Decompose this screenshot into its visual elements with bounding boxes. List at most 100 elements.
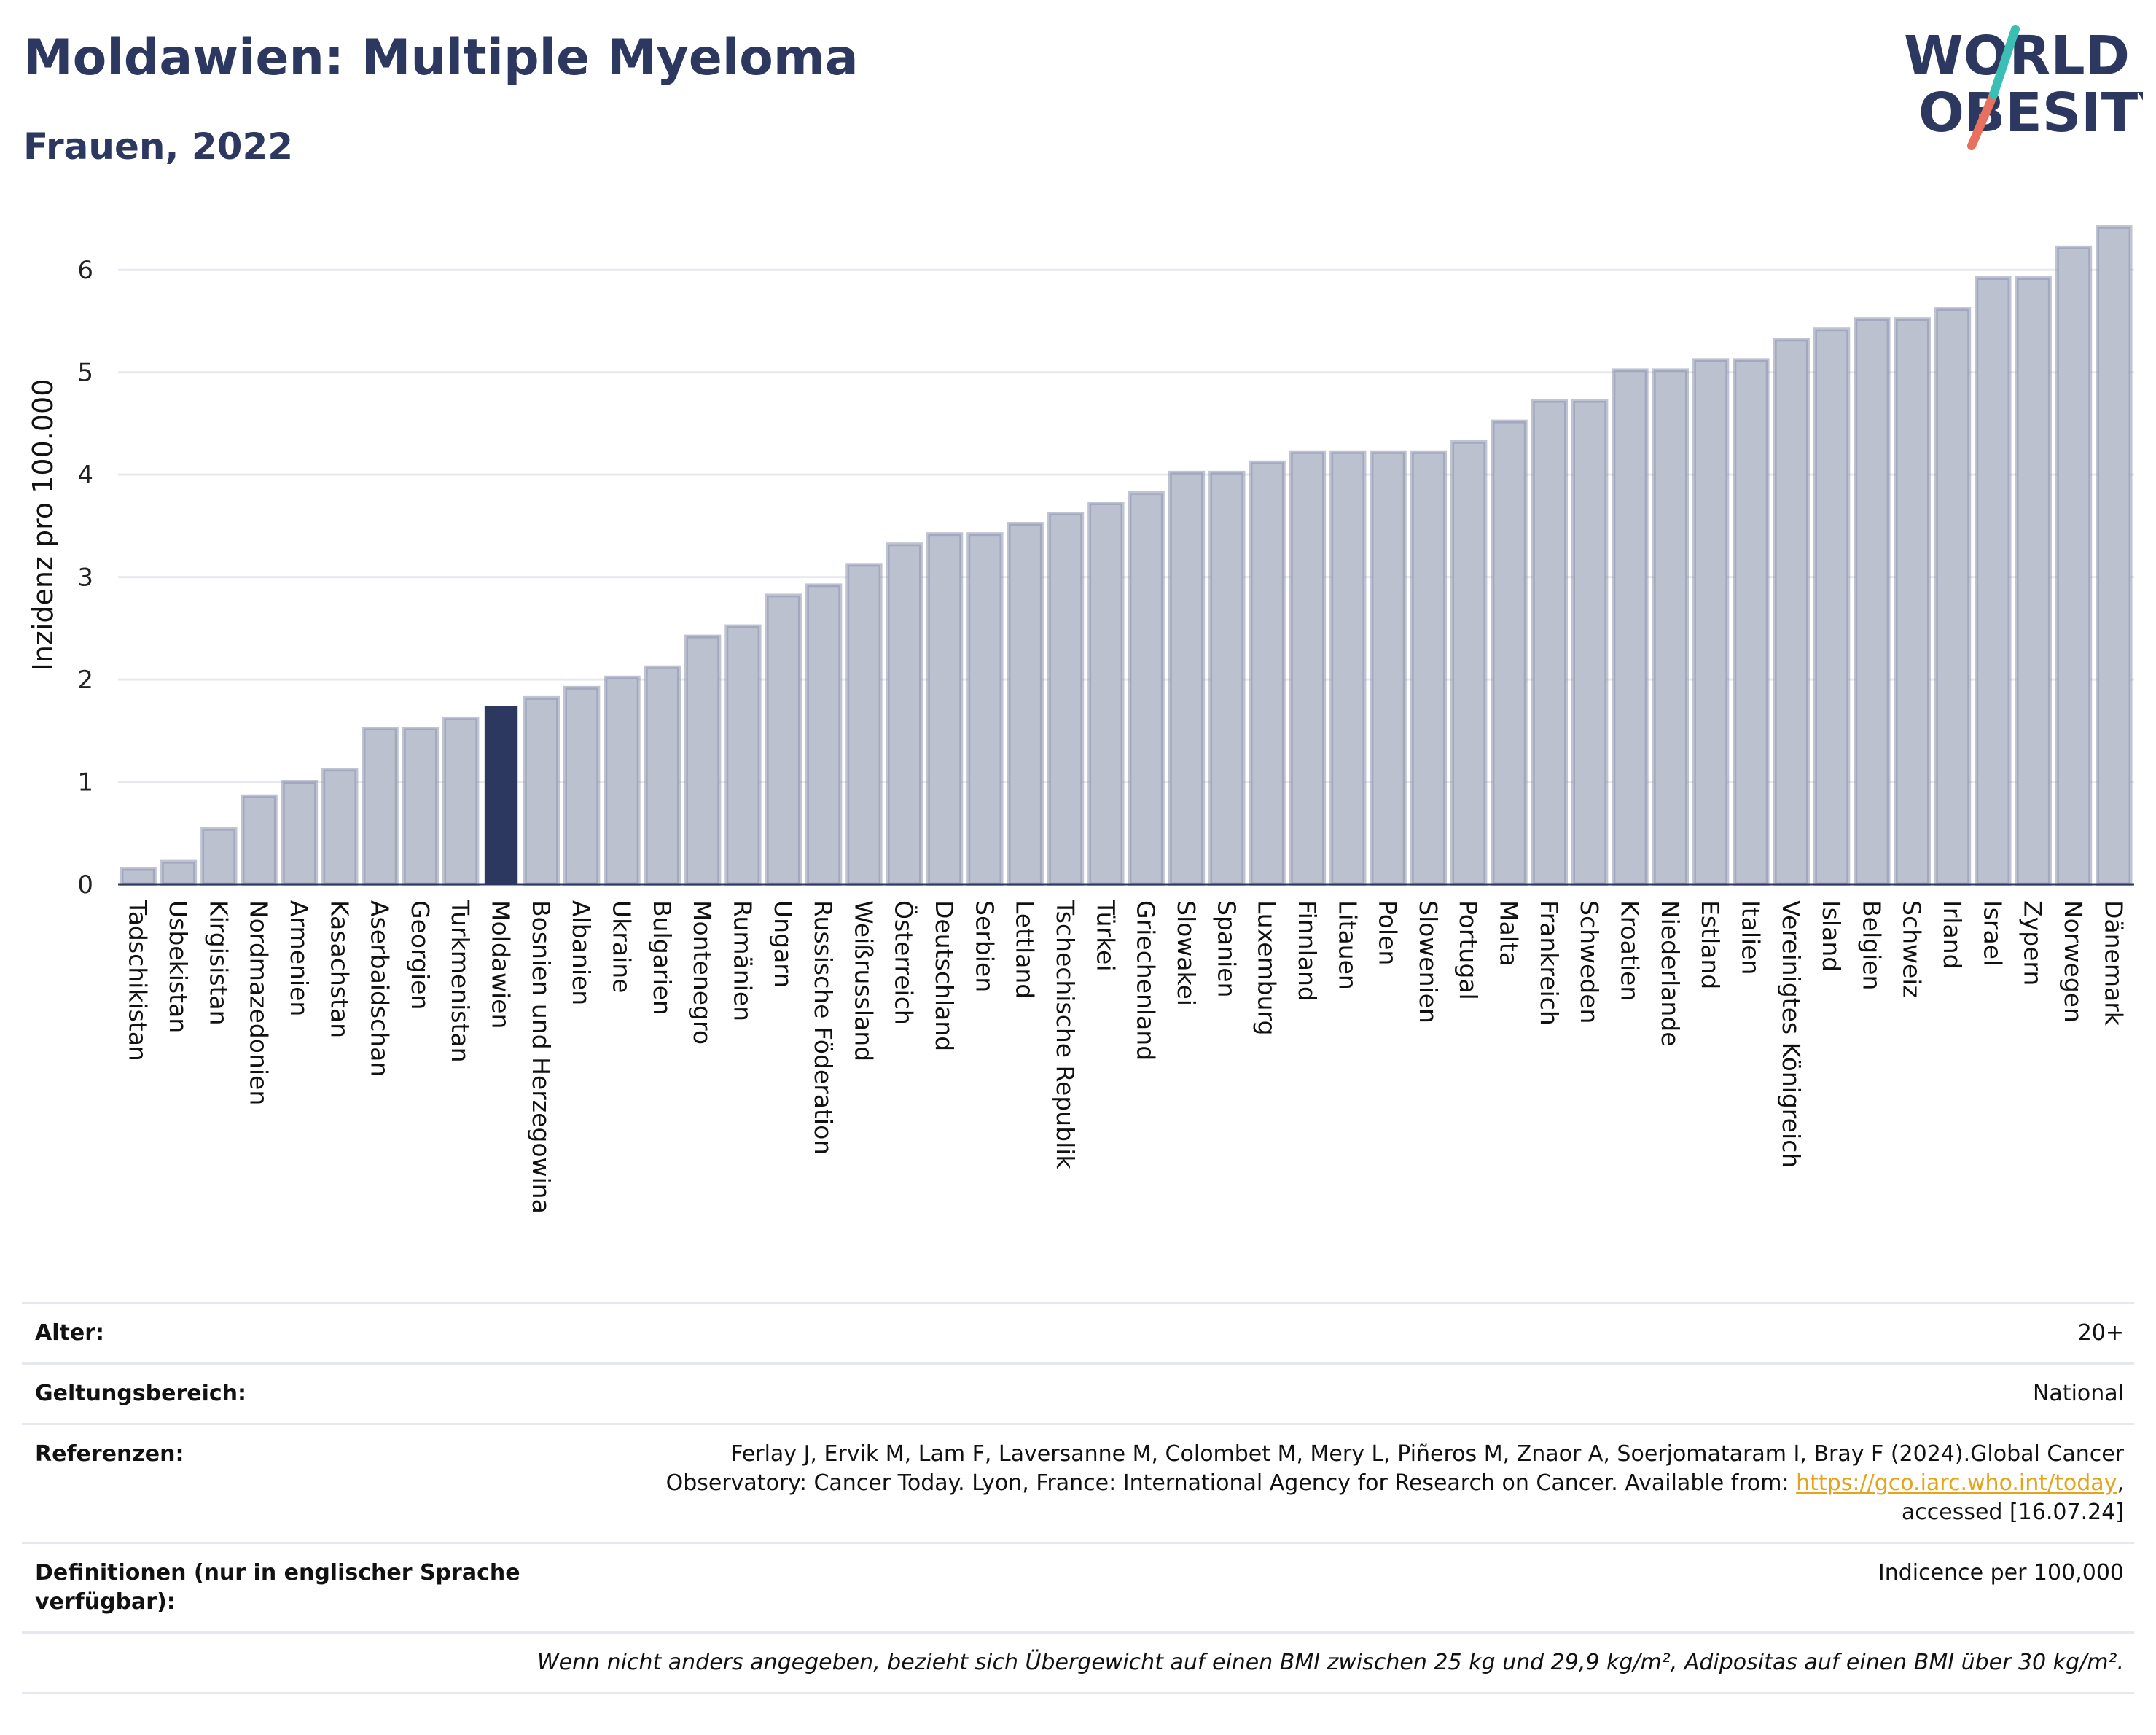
metadata-table: Alter: 20+ Geltungsbereich: National Ref… <box>22 1302 2134 1694</box>
meta-row-note: Wenn nicht anders angegeben, bezieht sic… <box>22 1631 2134 1694</box>
bar-italien <box>1733 358 1770 886</box>
bar-litauen <box>1329 450 1367 886</box>
bar-kasachstan <box>321 768 359 886</box>
y-tick-label: 3 <box>77 564 93 593</box>
x-tick-label: Portugal <box>1454 900 1483 1000</box>
x-tick-label: Kasachstan <box>325 900 354 1038</box>
y-tick-label: 4 <box>77 461 93 490</box>
references-text-3: , <box>2117 1470 2124 1496</box>
age-value: 20+ <box>2077 1320 2124 1346</box>
bar-bulgarien <box>644 665 681 886</box>
bar-aserbaidschan <box>362 726 399 886</box>
logo-slash-teal <box>1989 25 2020 99</box>
bar-serbien <box>966 532 1004 886</box>
bar-türkei <box>1087 501 1125 886</box>
references-link[interactable]: https://gco.iarc.who.int/today <box>1796 1470 2117 1496</box>
definitions-label: Definitionen (nur in englischer Sprache … <box>35 1560 520 1615</box>
bar-russische-föderation <box>805 583 843 886</box>
y-axis-ticks: 0 1 2 3 4 5 6 <box>77 256 93 900</box>
x-tick-label: Israel <box>1978 900 2007 966</box>
x-tick-label: Dänemark <box>2099 900 2128 1026</box>
meta-row-age: Alter: 20+ <box>22 1302 2134 1362</box>
bar-turkmenistan <box>442 716 480 886</box>
bar-armenien <box>281 780 319 886</box>
bars <box>118 225 2134 886</box>
references-text-4: accessed [16.07.24] <box>1901 1500 2124 1525</box>
logo-slash-coral <box>1967 90 1998 150</box>
x-tick-label: Schweiz <box>1898 900 1926 998</box>
bar-deutschland <box>926 532 964 886</box>
x-tick-label: Georgien <box>406 900 434 1010</box>
x-tick-label: Island <box>1817 900 1846 972</box>
x-tick-label: Albanien <box>567 900 595 1005</box>
bar-nordmazedonien <box>241 794 278 886</box>
x-tick-label: Moldawien <box>487 900 515 1029</box>
bar-portugal <box>1450 440 1488 886</box>
bar-slowenien <box>1410 450 1448 886</box>
bar-georgien <box>402 726 440 886</box>
x-tick-label: Weißrussland <box>849 900 878 1061</box>
bmi-note: Wenn nicht anders angegeben, bezieht sic… <box>536 1650 2124 1675</box>
bar-kroatien <box>1612 368 1649 886</box>
x-tick-label: Luxemburg <box>1253 900 1281 1035</box>
references-value: Ferlay J, Ervik M, Lam F, Laversanne M, … <box>545 1440 2124 1527</box>
y-tick-label: 0 <box>77 870 93 900</box>
x-tick-label: Tadschikistan <box>124 900 152 1061</box>
x-tick-label: Bulgarien <box>648 900 676 1015</box>
references-text-1: Ferlay J, Ervik M, Lam F, Laversanne M, … <box>730 1441 2124 1467</box>
x-tick-label: Kroatien <box>1616 900 1644 1001</box>
bar-usbekistan <box>160 859 198 886</box>
bar-griechenland <box>1128 491 1165 886</box>
bar-belgien <box>1854 317 1891 886</box>
bar-ukraine <box>604 675 641 886</box>
meta-row-scope: Geltungsbereich: National <box>22 1362 2134 1423</box>
bar-island <box>1813 327 1851 886</box>
x-tick-label: Griechenland <box>1132 900 1160 1061</box>
world-obesity-logo: WORLD OBESITY <box>1904 25 2143 150</box>
bar-spanien <box>1208 470 1246 886</box>
x-tick-label: Bosnien und Herzegowina <box>527 900 555 1214</box>
x-tick-label: Montenegro <box>688 900 716 1045</box>
bar-kirgisistan <box>200 827 238 886</box>
x-tick-label: Kirgisistan <box>204 900 233 1026</box>
bar-vereinigtes-königreich <box>1773 338 1810 886</box>
x-tick-label: Serbien <box>970 900 999 992</box>
bar-norwegen <box>2055 245 2093 886</box>
x-tick-label: Schweden <box>1575 900 1604 1024</box>
bar-tschechische-republik <box>1047 512 1085 886</box>
bar-montenegro <box>684 634 722 886</box>
bar-israel <box>1975 276 2012 886</box>
x-tick-label: Spanien <box>1212 900 1241 997</box>
y-tick-label: 5 <box>77 359 93 388</box>
x-tick-label: Slowenien <box>1414 900 1442 1024</box>
x-tick-label: Rumänien <box>728 900 757 1021</box>
bar-schweiz <box>1894 317 1931 886</box>
bar-moldawien <box>484 706 518 884</box>
meta-row-references: Referenzen: Ferlay J, Ervik M, Lam F, La… <box>22 1423 2134 1542</box>
y-tick-label: 6 <box>77 256 93 285</box>
bar-frankreich <box>1531 399 1569 886</box>
x-tick-label: Ukraine <box>608 900 636 993</box>
y-tick-label: 1 <box>77 768 93 798</box>
x-tick-label: Polen <box>1374 900 1402 965</box>
bar-tadschikistan <box>120 867 157 886</box>
x-tick-label: Finnland <box>1293 900 1321 1002</box>
x-tick-label: Aserbaidschan <box>366 900 394 1077</box>
bar-niederlande <box>1652 368 1690 886</box>
bar-estland <box>1692 358 1730 886</box>
x-tick-label: Malta <box>1495 900 1523 967</box>
x-tick-label: Nordmazedonien <box>245 900 273 1105</box>
bar-luxemburg <box>1249 460 1286 886</box>
bar-schweden <box>1571 399 1609 886</box>
x-tick-label: Deutschland <box>930 900 958 1051</box>
bar-weißrussland <box>845 563 883 886</box>
bar-österreich <box>886 542 923 886</box>
x-tick-label: Belgien <box>1857 900 1886 990</box>
x-tick-label: Norwegen <box>2059 900 2087 1023</box>
bar-ungarn <box>765 593 802 886</box>
page-subtitle: Frauen, 2022 <box>23 125 294 168</box>
bar-dänemark <box>2096 225 2133 886</box>
bar-polen <box>1370 450 1407 886</box>
x-tick-label: Vereinigtes Königreich <box>1777 900 1805 1168</box>
page-title: Moldawien: Multiple Myeloma <box>23 29 859 87</box>
